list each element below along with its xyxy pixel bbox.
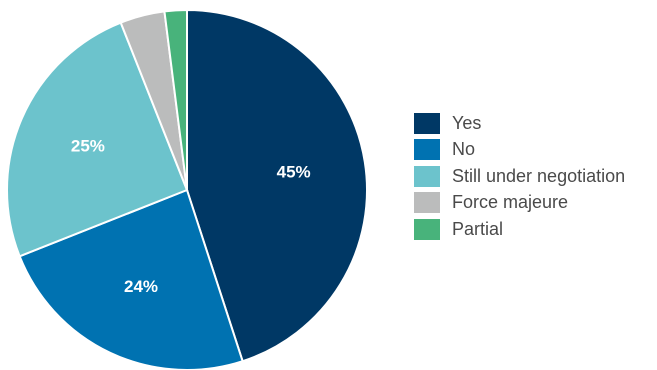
legend-label: Partial: [452, 218, 504, 239]
legend-item: No: [414, 137, 625, 164]
pie-slice-yes: [186, 8, 368, 363]
legend-label: Yes: [452, 112, 482, 133]
slice-value-label: 25%: [71, 137, 105, 156]
legend-label: Still under negotiation: [452, 165, 626, 186]
legend-item: Force majeure: [414, 190, 625, 217]
legend-item: Partial: [414, 216, 625, 243]
legend-item: Yes: [414, 110, 625, 137]
pie-slice-still-under-negotiation: [6, 21, 189, 258]
legend-swatch: [414, 139, 440, 161]
legend-label: Force majeure: [452, 192, 569, 213]
pie-slice-partial: [163, 8, 188, 191]
legend-item: Still under negotiation: [414, 163, 625, 190]
legend-swatch: [414, 112, 440, 134]
slice-value-label: 45%: [277, 163, 311, 182]
legend-swatch: [414, 192, 440, 214]
slice-value-label: 24%: [124, 277, 158, 296]
legend-swatch: [414, 218, 440, 240]
chart-legend: Yes No Still under negotiation Force majeur…: [414, 110, 625, 243]
legend-swatch: [414, 165, 440, 187]
legend-label: No: [452, 139, 476, 160]
